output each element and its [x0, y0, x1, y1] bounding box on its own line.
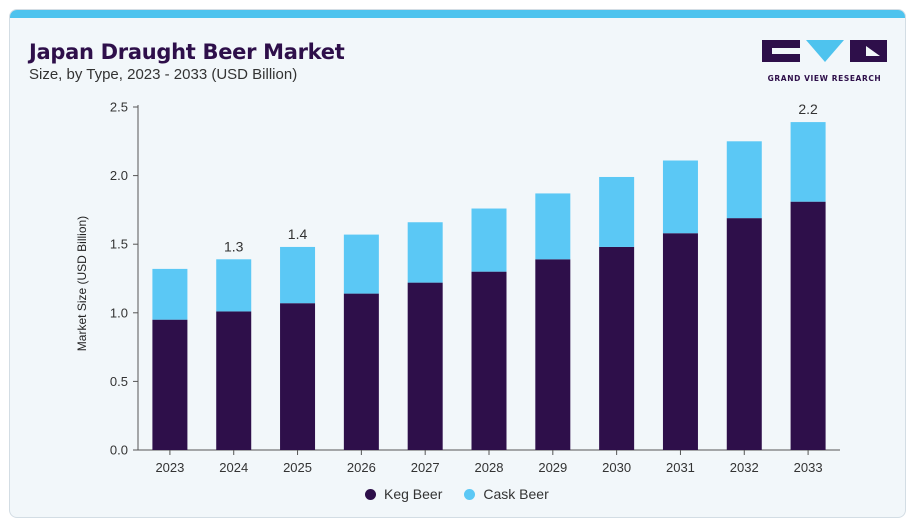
bar-cask-beer-2028 — [471, 208, 507, 272]
bar-keg-beer-2031 — [662, 233, 698, 450]
legend-item-cask-beer: Cask Beer — [464, 486, 549, 502]
bar-keg-beer-2029 — [535, 259, 571, 450]
legend-swatch-keg-beer — [365, 488, 376, 500]
legend-label-cask-beer: Cask Beer — [483, 486, 549, 502]
stacked-bar-chart: 0.0 0.5 1.0 1.5 2.0 2.5 Market Size (USD Billi… — [75, 100, 840, 475]
bar-keg-beer-2024 — [216, 311, 252, 450]
bar-cask-beer-2027 — [407, 222, 443, 283]
bar-keg-beer-2033 — [790, 201, 826, 450]
legend-label-keg-beer: Keg Beer — [384, 486, 443, 502]
data-label-2033: 2.2 — [798, 101, 818, 117]
x-tick-label-2031: 2031 — [666, 460, 695, 475]
bar-keg-beer-2026 — [343, 293, 379, 450]
legend-swatch-cask-beer — [464, 488, 476, 500]
bar-cask-beer-2026 — [343, 234, 379, 294]
bar-cask-beer-2023 — [152, 268, 188, 320]
x-tick-label-2030: 2030 — [602, 460, 631, 475]
x-tick-label-2028: 2028 — [475, 460, 504, 475]
bar-cask-beer-2024 — [216, 259, 252, 312]
bar-keg-beer-2030 — [599, 246, 635, 450]
grand-view-research-logo: GRAND VIEW RESEARCH — [762, 40, 887, 86]
x-tick-label-2023: 2023 — [155, 460, 184, 475]
bar-keg-beer-2032 — [726, 218, 762, 450]
bar-cask-beer-2032 — [726, 141, 762, 219]
bar-keg-beer-2025 — [280, 303, 316, 450]
bar-cask-beer-2029 — [535, 193, 571, 260]
x-tick-label-2025: 2025 — [283, 460, 312, 475]
y-tick-label: 1.0 — [110, 305, 128, 320]
data-label-2025: 1.4 — [288, 226, 308, 242]
y-tick-label: 2.0 — [110, 168, 128, 183]
bar-keg-beer-2023 — [152, 319, 188, 450]
bar-cask-beer-2031 — [662, 160, 698, 234]
x-tick-label-2029: 2029 — [538, 460, 567, 475]
data-label-2024: 1.3 — [224, 238, 244, 254]
y-tick-label: 0.0 — [110, 443, 128, 458]
y-tick-label: 1.5 — [110, 237, 128, 252]
chart-card: Japan Draught Beer Market Size, by Type,… — [9, 9, 906, 518]
chart-title: Japan Draught Beer Market — [29, 40, 345, 64]
chart-subtitle: Size, by Type, 2023 - 2033 (USD Billion) — [29, 66, 298, 83]
x-tick-label-2032: 2032 — [730, 460, 759, 475]
x-tick-label-2027: 2027 — [411, 460, 440, 475]
logo-mark-icon — [762, 40, 887, 62]
bar-cask-beer-2030 — [599, 176, 635, 247]
legend-item-keg-beer: Keg Beer — [365, 486, 442, 502]
bar-keg-beer-2028 — [471, 271, 507, 450]
bar-cask-beer-2025 — [280, 246, 316, 304]
y-tick-label: 0.5 — [110, 374, 128, 389]
x-tick-label-2033: 2033 — [794, 460, 823, 475]
y-tick-label: 2.5 — [110, 100, 128, 115]
y-axis-title: Market Size (USD Billion) — [75, 216, 89, 351]
x-tick-label-2024: 2024 — [219, 460, 248, 475]
x-tick-label-2026: 2026 — [347, 460, 376, 475]
accent-bar — [10, 10, 905, 18]
legend: Keg Beer Cask Beer — [365, 486, 549, 502]
bar-keg-beer-2027 — [407, 282, 443, 450]
bar-cask-beer-2033 — [790, 122, 826, 202]
logo-text: GRAND VIEW RESEARCH — [767, 74, 882, 83]
